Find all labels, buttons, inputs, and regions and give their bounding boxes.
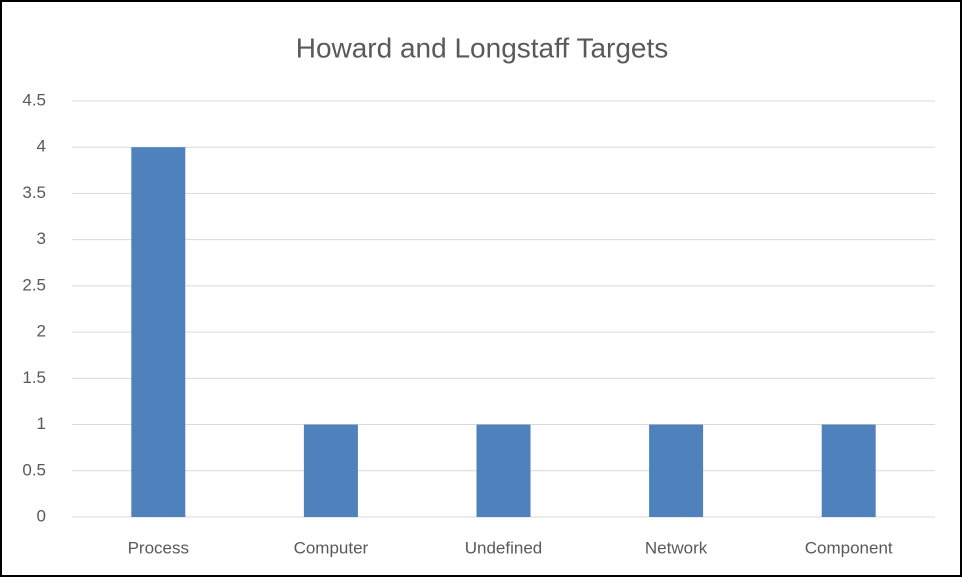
y-tick-label: 4.5 — [22, 90, 46, 109]
y-tick-label: 3.5 — [22, 183, 46, 202]
bar — [131, 147, 186, 517]
x-tick-label: Computer — [294, 538, 369, 557]
y-tick-label: 3 — [37, 229, 46, 248]
y-tick-label: 1.5 — [22, 368, 46, 387]
x-tick-label: Process — [128, 538, 189, 557]
chart-title: Howard and Longstaff Targets — [296, 32, 669, 63]
y-tick-label: 2.5 — [22, 275, 46, 294]
bar — [821, 424, 876, 517]
x-tick-label: Network — [645, 538, 708, 557]
y-tick-label: 2 — [37, 322, 46, 341]
x-tick-label: Undefined — [465, 538, 543, 557]
y-tick-label: 0 — [37, 506, 46, 525]
y-tick-label: 0.5 — [22, 460, 46, 479]
y-tick-label: 4 — [37, 137, 46, 156]
bar — [303, 424, 358, 517]
bar — [649, 424, 704, 517]
x-tick-label: Component — [805, 538, 893, 557]
bar — [476, 424, 531, 517]
y-tick-label: 1 — [37, 414, 46, 433]
